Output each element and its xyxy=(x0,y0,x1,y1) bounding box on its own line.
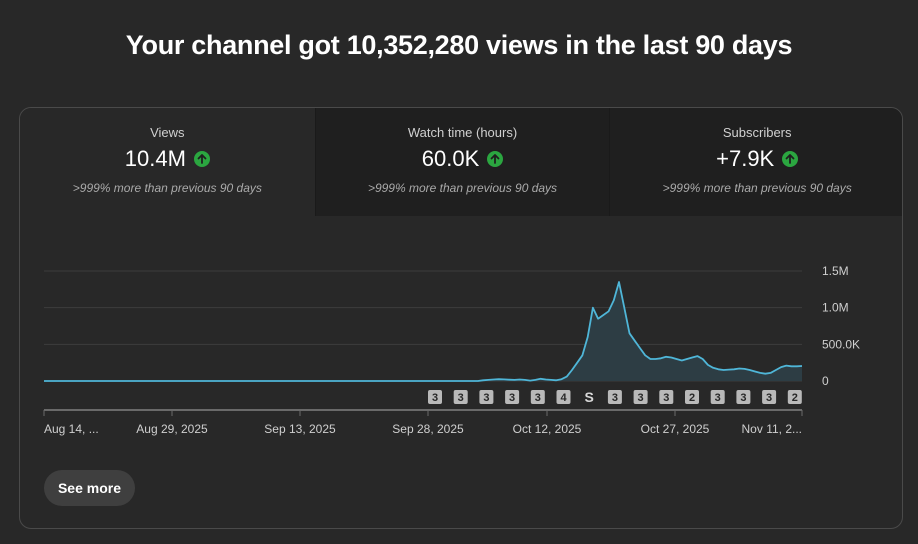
x-tick-label: Oct 12, 2025 xyxy=(513,422,582,436)
metric-value-row: 60.0K xyxy=(316,146,610,172)
metric-change: >999% more than previous 90 days xyxy=(367,181,558,195)
metric-value: +7.9K xyxy=(716,146,775,171)
upload-marker-count: 3 xyxy=(458,392,464,404)
upload-marker xyxy=(659,390,674,404)
arrow-up-circle-icon xyxy=(487,151,504,167)
metric-value-row: 10.4M xyxy=(20,146,315,172)
page-headline: Your channel got 10,352,280 views in the… xyxy=(125,30,793,60)
upload-marker-count: 3 xyxy=(612,392,618,404)
upload-marker-count: 3 xyxy=(535,392,541,404)
upload-marker xyxy=(556,390,571,404)
upload-marker xyxy=(607,390,622,404)
upload-marker xyxy=(479,390,494,404)
series-line xyxy=(44,281,803,382)
upload-marker-count: 3 xyxy=(740,392,746,404)
upload-marker-count: 2 xyxy=(689,392,695,404)
upload-marker-count: 2 xyxy=(792,392,798,404)
upload-marker xyxy=(453,390,468,404)
x-tick-label: Aug 14, ... xyxy=(44,422,99,436)
upload-marker-count: 3 xyxy=(483,392,489,404)
x-tick-label: Oct 27, 2025 xyxy=(641,422,710,436)
metric-tab-watch-time[interactable]: Watch time (hours) 60.0K >999% more than… xyxy=(314,108,610,216)
upload-marker xyxy=(633,390,648,404)
x-tick-label: Sep 28, 2025 xyxy=(392,422,464,436)
y-tick-label: 1.0M xyxy=(822,301,849,315)
upload-marker xyxy=(710,390,725,404)
metric-tab-views[interactable]: Views 10.4M >999% more than previous 90 … xyxy=(20,108,315,216)
y-tick-label: 500.0K xyxy=(822,337,860,351)
upload-marker-count: 3 xyxy=(663,392,669,404)
upload-marker-count: 4 xyxy=(560,392,567,404)
upload-marker-count: 3 xyxy=(715,392,721,404)
upload-marker-count: 3 xyxy=(766,392,772,404)
metric-label: Watch time (hours) xyxy=(407,125,518,140)
shorts-marker-icon: S xyxy=(585,389,594,405)
metric-tabs: Views 10.4M >999% more than previous 90 … xyxy=(20,108,902,216)
upload-marker xyxy=(736,390,751,404)
metric-value: 10.4M xyxy=(124,146,186,171)
upload-marker-count: 3 xyxy=(638,392,644,404)
x-tick-label: Nov 11, 2... xyxy=(742,422,802,436)
see-more-button[interactable]: See more xyxy=(44,470,135,506)
series-area xyxy=(44,282,802,381)
upload-marker xyxy=(787,390,802,404)
upload-marker xyxy=(530,390,545,404)
x-tick-label: Sep 13, 2025 xyxy=(264,422,336,436)
upload-marker xyxy=(762,390,777,404)
x-tick-label: Aug 29, 2025 xyxy=(136,422,208,436)
metric-tab-subscribers[interactable]: Subscribers +7.9K >999% more than previo… xyxy=(609,108,902,216)
metric-label: Views xyxy=(150,125,185,140)
upload-marker xyxy=(428,390,442,404)
y-tick-label: 1.5M xyxy=(822,264,849,278)
metric-label: Subscribers xyxy=(722,125,792,140)
metric-value: 60.0K xyxy=(421,146,480,171)
upload-marker xyxy=(505,390,520,404)
upload-marker xyxy=(685,390,699,404)
metric-change: >999% more than previous 90 days xyxy=(662,181,852,195)
analytics-card: Views 10.4M >999% more than previous 90 … xyxy=(19,107,903,529)
y-tick-label: 0 xyxy=(822,374,829,388)
metric-value-row: +7.9K xyxy=(610,146,902,172)
views-chart: 1.5M 1.0M 500.0K 0 3 3 3 3 3 4 S 3 3 3 2 3 3 3 2 Aug 14, ..… xyxy=(43,264,860,436)
arrow-up-circle-icon xyxy=(782,151,799,167)
arrow-up-circle-icon xyxy=(193,151,210,167)
upload-marker-count: 3 xyxy=(432,392,438,404)
upload-marker-count: 3 xyxy=(509,392,515,404)
metric-change: >999% more than previous 90 days xyxy=(72,181,262,195)
